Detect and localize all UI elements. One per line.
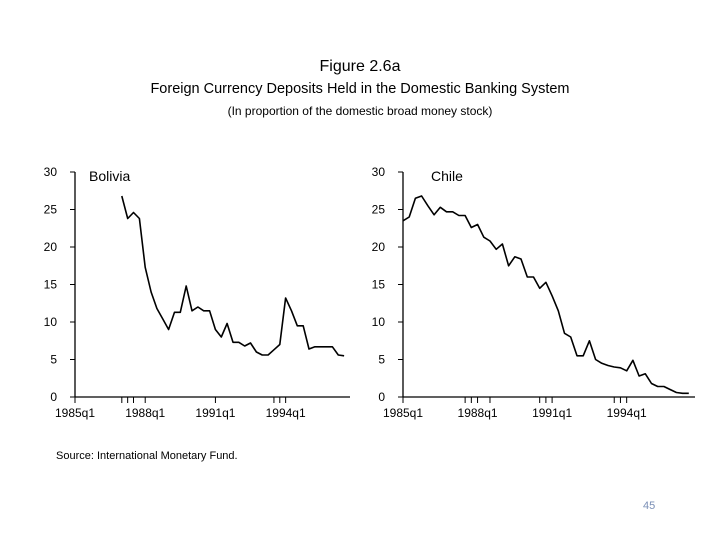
x-tick-label: 1994q1 xyxy=(607,406,647,420)
y-tick-label: 0 xyxy=(50,390,57,404)
y-tick-label: 15 xyxy=(44,278,58,292)
x-tick-label: 1991q1 xyxy=(532,406,572,420)
x-tick-label: 1985q1 xyxy=(383,406,423,420)
x-tick-label: 1988q1 xyxy=(458,406,498,420)
y-tick-label: 10 xyxy=(44,315,58,329)
source-note: Source: International Monetary Fund. xyxy=(56,450,238,462)
x-tick-label: 1991q1 xyxy=(195,406,235,420)
y-tick-label: 5 xyxy=(378,353,385,367)
x-tick-label: 1988q1 xyxy=(125,406,165,420)
y-tick-label: 20 xyxy=(44,240,58,254)
series-line-bolivia xyxy=(121,195,345,357)
y-tick-label: 10 xyxy=(372,315,386,329)
y-tick-label: 30 xyxy=(372,165,386,179)
chart-chile: 0 5 10 15 20 25 30 1985q1 1988q1 1991q1 1994q1 Chil… xyxy=(372,165,695,420)
series-line-chile xyxy=(402,195,689,395)
y-tick-label: 30 xyxy=(44,165,58,179)
page-number: 45 xyxy=(643,500,656,512)
y-tick-label: 0 xyxy=(378,390,385,404)
y-tick-label: 25 xyxy=(44,203,58,217)
y-tick-label: 5 xyxy=(50,353,57,367)
x-tick-label: 1985q1 xyxy=(55,406,95,420)
panel-title: Chile xyxy=(431,168,463,184)
figure-note: (In proportion of the domestic broad mon… xyxy=(227,104,493,118)
x-tick-label: 1994q1 xyxy=(266,406,306,420)
y-tick-label: 15 xyxy=(372,278,386,292)
y-tick-label: 20 xyxy=(372,240,386,254)
figure-title: Figure 2.6a xyxy=(319,58,401,75)
panel-title: Bolivia xyxy=(89,168,130,184)
chart-bolivia: 0 5 10 15 20 25 30 1985q1 1988q1 1991q1 1994q1 Boli… xyxy=(44,165,350,420)
y-tick-label: 25 xyxy=(372,203,386,217)
figure-subtitle: Foreign Currency Deposits Held in the Do… xyxy=(150,81,570,97)
